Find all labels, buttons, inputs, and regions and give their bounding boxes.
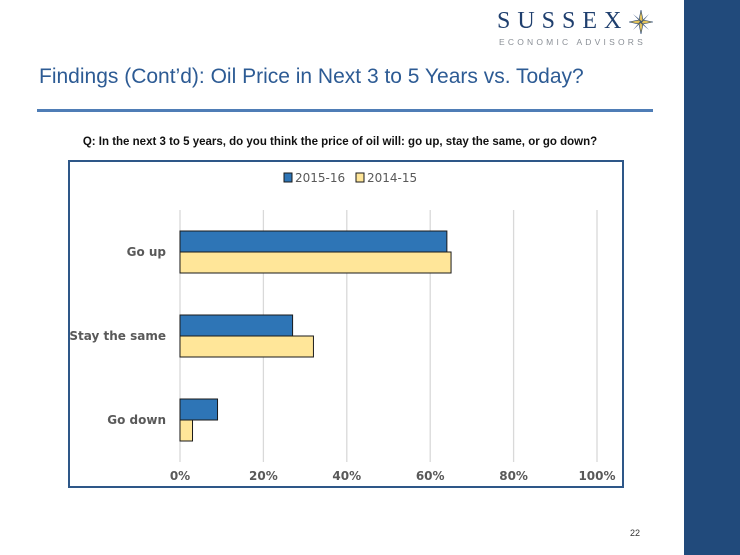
x-tick-label: 60%: [416, 469, 445, 483]
x-tick-label: 80%: [499, 469, 528, 483]
bar-chart: 0% 20% 40% 60% 80% 100% Go up Stay the same Go d…: [70, 171, 616, 483]
x-tick-label: 20%: [249, 469, 278, 483]
category-label: Go down: [107, 413, 166, 427]
bar-2014-15-go-down: [179, 419, 194, 442]
logo-subtitle: ECONOMIC ADVISORS: [499, 37, 646, 47]
bar-2015-16-stay-the-same: [179, 314, 294, 337]
legend-label: 2014-15: [367, 171, 417, 185]
category-label: Go up: [127, 245, 167, 259]
bar-2015-16-go-down: [179, 398, 219, 421]
legend-label: 2015-16: [295, 171, 345, 185]
title-divider: [37, 109, 653, 112]
x-tick-label: 100%: [578, 469, 615, 483]
sussex-logo: SUSSEX ECONOMIC ADVISORS: [497, 8, 657, 48]
bar-2014-15-stay-the-same: [179, 335, 314, 358]
legend-swatch: [355, 172, 365, 183]
logo-wordmark: SUSSEX: [497, 8, 629, 34]
x-tick-label: 40%: [332, 469, 361, 483]
page-number: 22: [630, 528, 641, 538]
bar-2014-15-go-up: [179, 251, 452, 274]
survey-question: Q: In the next 3 to 5 years, do you thin…: [82, 136, 598, 148]
slide-sidebar: [684, 0, 740, 555]
bar-2015-16-go-up: [179, 230, 448, 253]
chart-container: 0% 20% 40% 60% 80% 100% Go up Stay the same Go d…: [68, 160, 624, 488]
x-tick-label: 0%: [170, 469, 190, 483]
legend-swatch: [283, 172, 293, 183]
slide-title: Findings (Cont’d): Oil Price in Next 3 t…: [39, 65, 584, 88]
compass-star-icon: [629, 10, 653, 34]
category-label: Stay the same: [70, 329, 166, 343]
